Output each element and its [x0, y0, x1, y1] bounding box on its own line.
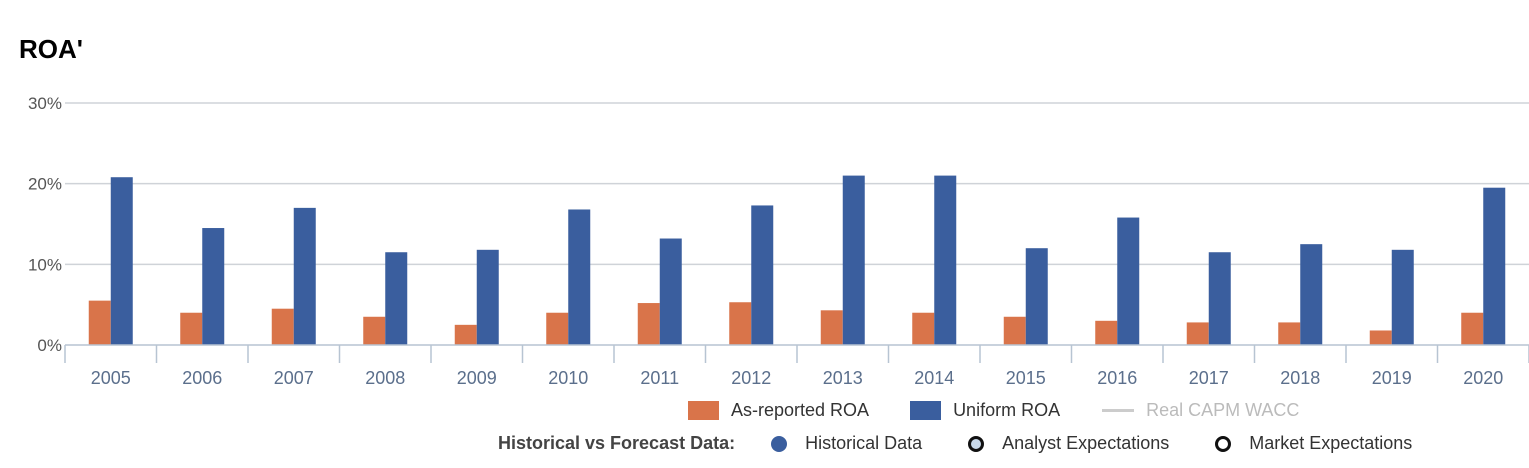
forecast-legend: Historical vs Forecast Data: Historical … [498, 433, 1412, 454]
roa-chart: 0% 10% 20% 30% 2005 2006 2007 2008 2009 2010 2011… [28, 94, 1529, 388]
x-tick-label: 2020 [1463, 368, 1503, 388]
legend-uniform-roa[interactable]: Uniform ROA [910, 400, 1060, 421]
x-tick-label: 2017 [1189, 368, 1229, 388]
legend-historical-data[interactable]: Historical Data [771, 433, 922, 454]
x-tick-label: 2012 [731, 368, 771, 388]
bar-uniform-roa[interactable] [1300, 244, 1323, 345]
bar-uniform-roa[interactable] [202, 228, 225, 345]
x-tick-label: 2006 [182, 368, 222, 388]
bar-uniform-roa[interactable] [385, 252, 408, 345]
legend-uniform-swatch [910, 401, 942, 420]
y-axis-ticks: 0% 10% 20% 30% [28, 94, 62, 355]
bar-uniform-roa[interactable] [1208, 252, 1231, 345]
legend-analyst-expectations[interactable]: Analyst Expectations [968, 433, 1169, 454]
bar-uniform-roa[interactable] [934, 175, 957, 345]
bar-uniform-roa[interactable] [1025, 248, 1048, 345]
bar-as-reported-roa[interactable] [180, 312, 203, 345]
x-tick-label: 2009 [457, 368, 497, 388]
legend-wacc-label: Real CAPM WACC [1146, 400, 1300, 420]
x-tick-label: 2018 [1280, 368, 1320, 388]
bar-as-reported-roa[interactable] [271, 308, 294, 345]
x-tick-label: 2010 [548, 368, 588, 388]
legend-as-reported-label: As-reported ROA [731, 400, 870, 420]
analyst-dot-icon [968, 435, 985, 452]
x-tick-label: 2019 [1372, 368, 1412, 388]
bar-as-reported-roa[interactable] [1003, 316, 1026, 345]
y-tick-label: 0% [37, 336, 62, 355]
x-tick-label: 2013 [823, 368, 863, 388]
bar-as-reported-roa[interactable] [546, 312, 569, 345]
x-tick-label: 2015 [1006, 368, 1046, 388]
bar-as-reported-roa[interactable] [820, 310, 843, 345]
bar-uniform-roa[interactable] [1483, 187, 1506, 345]
x-tick-label: 2016 [1097, 368, 1137, 388]
bar-uniform-roa[interactable] [110, 177, 133, 345]
legend-as-reported-swatch [688, 401, 719, 420]
bar-uniform-roa[interactable] [476, 249, 499, 345]
legend-market-expectations[interactable]: Market Expectations [1215, 433, 1412, 454]
y-tick-label: 20% [28, 175, 62, 194]
bar-as-reported-roa[interactable] [1186, 322, 1209, 345]
grid-lines [65, 102, 1529, 266]
bar-as-reported-roa[interactable] [637, 303, 660, 345]
forecast-legend-label: Historical vs Forecast Data: [498, 433, 736, 453]
bar-uniform-roa[interactable] [1117, 217, 1140, 345]
y-tick-label: 10% [28, 255, 62, 274]
bar-as-reported-roa[interactable] [1278, 322, 1301, 345]
x-axis: 2005 2006 2007 2008 2009 2010 2011 2012 2013 2014… [64, 344, 1529, 388]
market-dot-icon [1215, 435, 1232, 452]
bar-as-reported-roa[interactable] [88, 300, 111, 345]
bar-uniform-roa[interactable] [659, 238, 682, 345]
bar-as-reported-roa[interactable] [729, 302, 752, 345]
legend-analyst-label: Analyst Expectations [1002, 433, 1170, 453]
x-tick-label: 2014 [914, 368, 954, 388]
bar-as-reported-roa[interactable] [363, 316, 386, 345]
bar-uniform-roa[interactable] [1391, 249, 1414, 345]
legend-uniform-label: Uniform ROA [953, 400, 1061, 420]
x-tick-label: 2008 [365, 368, 405, 388]
x-tick-label: 2005 [91, 368, 131, 388]
legend-historical-label: Historical Data [805, 433, 923, 453]
bar-uniform-roa[interactable] [842, 175, 865, 345]
chart-title: ROA' [19, 34, 83, 64]
series-legend: As-reported ROA Uniform ROA Real CAPM WA… [688, 400, 1299, 421]
legend-as-reported-roa[interactable]: As-reported ROA [688, 400, 869, 421]
historical-dot-icon [771, 435, 788, 452]
bars [88, 175, 1506, 345]
legend-real-capm-wacc[interactable]: Real CAPM WACC [1102, 400, 1299, 421]
x-tick-label: 2011 [640, 368, 679, 388]
bar-as-reported-roa[interactable] [912, 312, 935, 345]
y-tick-label: 30% [28, 94, 62, 113]
bar-as-reported-roa[interactable] [454, 324, 477, 345]
bar-as-reported-roa[interactable] [1461, 312, 1484, 345]
bar-uniform-roa[interactable] [568, 209, 591, 345]
bar-as-reported-roa[interactable] [1095, 320, 1118, 345]
bar-as-reported-roa[interactable] [1369, 330, 1392, 345]
bar-uniform-roa[interactable] [293, 207, 316, 345]
x-tick-label: 2007 [274, 368, 314, 388]
legend-market-label: Market Expectations [1249, 433, 1413, 453]
legend-wacc-line [1102, 409, 1135, 412]
bar-uniform-roa[interactable] [751, 205, 774, 345]
